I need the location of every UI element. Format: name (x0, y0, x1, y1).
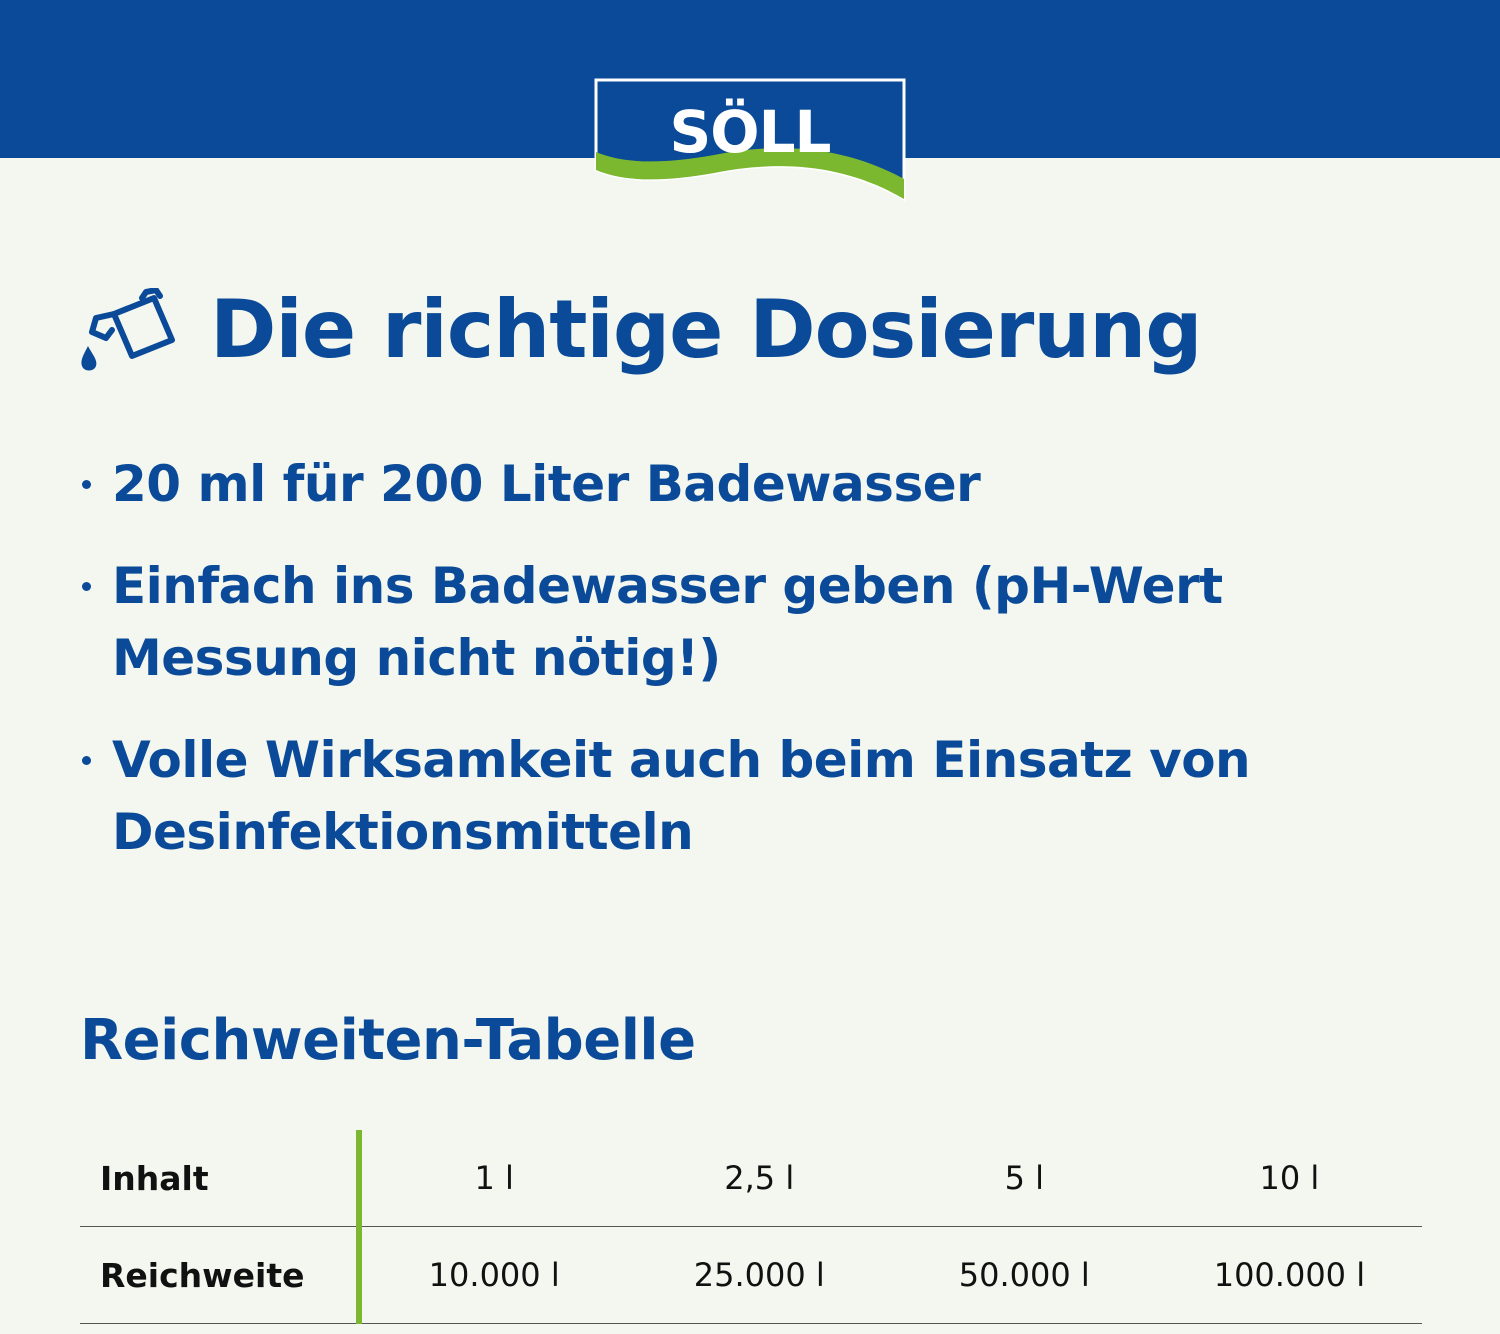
page-title: Die richtige Dosierung (210, 283, 1203, 376)
bullet-dot (82, 480, 91, 489)
range-table-title: Reichweiten-Tabelle (80, 1008, 696, 1073)
bullet-dot (82, 756, 91, 765)
table-cell: 100.000 l (1156, 1226, 1422, 1324)
table-cell: 2,5 l (626, 1130, 892, 1227)
pouring-bottle-icon (81, 288, 175, 371)
row-label-inhalt: Inhalt (80, 1130, 362, 1227)
table-row: Inhalt 1 l 2,5 l 5 l 10 l (80, 1130, 1422, 1227)
bullet-item: 20 ml für 200 Liter Badewasser (78, 448, 1438, 520)
bullet-text: 20 ml für 200 Liter Badewasser (112, 455, 981, 513)
heading-row: Die richtige Dosierung (78, 280, 1458, 390)
bullet-dot (82, 582, 91, 591)
bullet-text: Einfach ins Badewasser geben (pH-Wert Me… (112, 557, 1223, 687)
table-cell: 5 l (891, 1130, 1157, 1227)
logo-wordmark: SÖLL (669, 98, 832, 166)
range-table: Inhalt 1 l 2,5 l 5 l 10 l Reichweite 10.… (80, 1130, 1422, 1324)
table-cell: 50.000 l (891, 1226, 1157, 1324)
bullet-item: Volle Wirksamkeit auch beim Einsatz von … (78, 724, 1438, 868)
bullet-text: Volle Wirksamkeit auch beim Einsatz von … (112, 731, 1251, 861)
brand-logo: SÖLL (594, 78, 906, 202)
table-cell: 25.000 l (626, 1226, 892, 1324)
table-row: Reichweite 10.000 l 25.000 l 50.000 l 10… (80, 1226, 1422, 1324)
table-cell: 10 l (1156, 1130, 1422, 1227)
row-label-reichweite: Reichweite (80, 1226, 362, 1324)
bullet-list: 20 ml für 200 Liter Badewasser Einfach i… (78, 448, 1438, 898)
table-cell: 10.000 l (358, 1226, 627, 1324)
logo-badge-graphic (594, 78, 906, 202)
bullet-item: Einfach ins Badewasser geben (pH-Wert Me… (78, 550, 1438, 694)
table-cell: 1 l (358, 1130, 627, 1227)
